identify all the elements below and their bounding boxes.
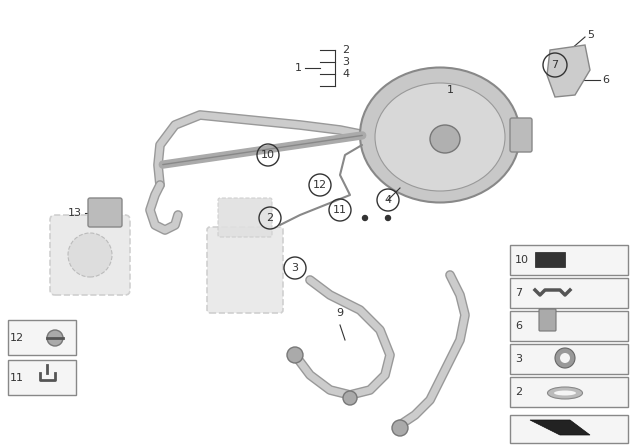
Text: 3: 3 (515, 354, 522, 364)
Bar (535, 252, 565, 267)
Text: 2: 2 (342, 45, 349, 55)
Text: 8: 8 (388, 107, 396, 117)
Bar (510, 344, 628, 374)
Text: 1: 1 (295, 63, 302, 73)
FancyBboxPatch shape (88, 198, 122, 227)
Text: 11: 11 (10, 373, 24, 383)
Circle shape (287, 347, 303, 363)
Text: 3: 3 (342, 57, 349, 67)
Bar (510, 278, 628, 308)
Bar (8, 320, 76, 355)
Text: 6: 6 (602, 75, 609, 85)
Text: 1: 1 (447, 85, 454, 95)
Text: 2: 2 (266, 213, 273, 223)
Circle shape (362, 215, 367, 220)
Text: 2: 2 (515, 387, 522, 397)
Ellipse shape (430, 125, 460, 153)
Ellipse shape (375, 83, 505, 191)
Text: 10: 10 (515, 255, 529, 265)
Text: 10: 10 (261, 150, 275, 160)
FancyBboxPatch shape (218, 198, 272, 237)
Bar (510, 311, 628, 341)
Ellipse shape (360, 68, 520, 202)
Circle shape (343, 391, 357, 405)
Bar (510, 415, 628, 443)
FancyBboxPatch shape (510, 118, 532, 152)
Text: 5: 5 (587, 30, 594, 40)
Bar (8, 360, 76, 395)
Ellipse shape (547, 387, 582, 399)
Text: 7: 7 (552, 60, 559, 70)
Ellipse shape (554, 391, 576, 396)
Circle shape (555, 348, 575, 368)
Bar (510, 245, 628, 275)
Text: 13: 13 (68, 208, 82, 218)
Text: 12: 12 (10, 333, 24, 343)
Circle shape (47, 330, 63, 346)
FancyBboxPatch shape (50, 215, 130, 295)
Text: 3: 3 (291, 263, 298, 273)
Text: 7: 7 (515, 288, 522, 298)
Text: 317107: 317107 (539, 430, 581, 440)
Circle shape (560, 353, 570, 363)
Polygon shape (530, 420, 590, 435)
Polygon shape (547, 45, 590, 97)
Text: 11: 11 (333, 205, 347, 215)
Text: 6: 6 (515, 321, 522, 331)
Text: 4: 4 (342, 69, 349, 79)
Text: 4: 4 (385, 195, 392, 205)
Text: 9: 9 (337, 308, 344, 318)
Circle shape (392, 420, 408, 436)
FancyBboxPatch shape (207, 227, 283, 313)
Bar (510, 377, 628, 407)
Text: 12: 12 (313, 180, 327, 190)
Circle shape (68, 233, 112, 277)
FancyBboxPatch shape (539, 309, 556, 331)
Circle shape (385, 215, 390, 220)
